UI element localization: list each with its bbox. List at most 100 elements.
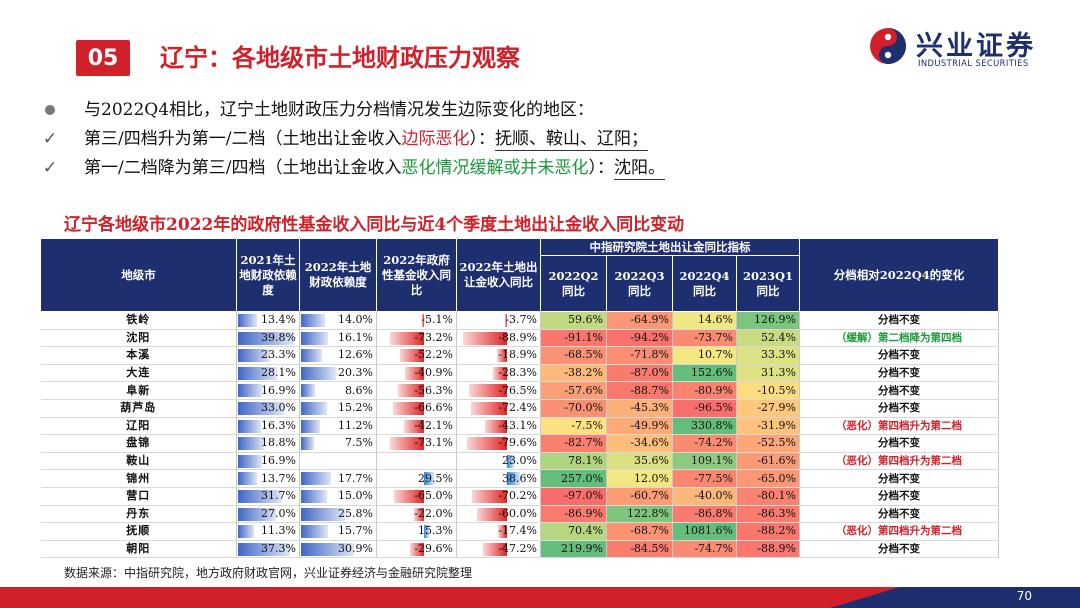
cell-fund: -56.3% (376, 381, 457, 400)
data-table: 地级市 2021年土地财政依赖度 2022年土地财政依赖度 2022年政府性基金… (40, 238, 999, 559)
dependency-bar (238, 472, 258, 486)
yoy-bar (399, 349, 425, 363)
yoy-bar (389, 437, 425, 451)
dependency-bar (238, 419, 261, 433)
cell-value: 37.3% (261, 542, 296, 556)
col-header-change: 分档相对2022Q4的变化 (799, 238, 999, 312)
cell-dep2022: 25.8% (299, 505, 377, 524)
cell-dep2021: 23.3% (236, 346, 300, 365)
bullet-highlight: 恶化情况缓解或并未恶化 (401, 158, 589, 178)
cell-value: 13.7% (261, 471, 296, 485)
cell-fund: 15.3% (376, 522, 457, 541)
cell-dep2021: 31.7% (236, 487, 300, 506)
cell-change: 分档不变 (799, 364, 999, 383)
cell-dep2021: 16.9% (236, 452, 300, 471)
cell-city: 阜新 (40, 381, 237, 400)
slide-header: 05 辽宁：各地级市土地财政压力观察 兴业证券 INDUSTRIAL SECUR… (0, 0, 1080, 88)
logo-mark-icon (870, 28, 906, 64)
cell-value: -40.9% (414, 366, 453, 380)
dependency-bar (301, 331, 329, 345)
cell-q3: -64.9% (606, 311, 673, 330)
cell-fund: -22.0% (376, 505, 457, 524)
cell-q3: -87.0% (606, 364, 673, 383)
cell-q2: -7.5% (540, 417, 607, 436)
cell-fund: -42.1% (376, 417, 457, 436)
data-source-note: 数据来源：中指研究院，地方政府财政官网，兴业证券经济与金融研究院整理 (64, 566, 473, 580)
cell-change: 分档不变 (799, 399, 999, 418)
cell-change: 分档不变 (799, 346, 999, 365)
dependency-bar (238, 454, 262, 468)
cell-dep2022: 14.0% (299, 311, 377, 330)
cell-q2: -38.2% (540, 364, 607, 383)
summary-bullets: 与2022Q4相比，辽宁土地财政压力分档情况发生边际变化的地区： ✓ 第三/四档… (40, 96, 1040, 183)
cell-value: -66.6% (414, 401, 453, 415)
cell-q3: -49.9% (606, 417, 673, 436)
cell-value: -18.9% (498, 348, 537, 362)
cell-land: -72.4% (456, 399, 541, 418)
table-row: 丹东 27.0% 25.8% -22.0% -60.0% -86.9% 122.8% -86.… (40, 505, 999, 524)
cell-q3: -34.6% (606, 434, 673, 453)
yoy-bar (405, 366, 425, 380)
cell-dep2021: 37.3% (236, 540, 300, 559)
yoy-bar (506, 454, 515, 468)
cell-fund: 29.5% (376, 469, 457, 488)
col-header-city: 地级市 (40, 238, 237, 312)
cell-q4: -40.0% (672, 487, 737, 506)
table-row: 辽阳 16.3% 11.2% -42.1% -43.1% -7.5% -49.9% 330.8… (40, 417, 999, 436)
dependency-bar (301, 314, 326, 327)
cell-fund: -52.2% (376, 346, 457, 365)
dependency-bar (238, 507, 276, 521)
cell-land: 23.0% (456, 452, 541, 471)
footer-decoration (0, 587, 1080, 608)
yoy-bar (413, 507, 425, 521)
cell-dep2022: 30.9% (299, 540, 377, 559)
table-row: 本溪 23.3% 12.6% -52.2% -18.9% -68.5% -71.8% 10.7… (40, 346, 999, 365)
cell-change: （恶化）第四档升为第二档 (799, 452, 999, 471)
yoy-bar (397, 384, 425, 398)
cell-q4: 152.6% (672, 364, 737, 383)
cell-value: 30.9% (338, 542, 373, 556)
cell-city: 沈阳 (40, 329, 237, 348)
cell-value: 11.2% (338, 418, 373, 432)
col-header-fund: 2022年政府性基金收入同比 (376, 238, 457, 312)
cell-fund: -40.9% (376, 364, 457, 383)
cell-land: -3.7% (456, 311, 541, 330)
table-caption: 辽宁各地级市2022年的政府性基金收入同比与近4个季度土地出让金收入同比变动 (64, 215, 685, 235)
cell-value: -60.0% (498, 506, 537, 520)
cell-city: 辽阳 (40, 417, 237, 436)
cell-dep2022: 7.5% (299, 434, 377, 453)
cell-value: 31.7% (261, 489, 296, 503)
table-row: 阜新 16.9% 8.6% -56.3% -76.5% -57.6% -88.7% -80.9… (40, 381, 999, 400)
table-row: 锦州 13.7% 17.7% 29.5% 38.6% 257.0% 12.0% -77.5% -… (40, 469, 999, 488)
cell-city: 锦州 (40, 469, 237, 488)
cell-value: -56.3% (414, 383, 453, 397)
cell-q4: -86.8% (672, 505, 737, 524)
bullet-text-part: ）： (588, 158, 614, 178)
cell-dep2022: 11.2% (299, 417, 377, 436)
table-row: 大连 28.1% 20.3% -40.9% -28.3% -38.2% -87.0% 152.… (40, 364, 999, 383)
cell-value: -76.5% (498, 383, 537, 397)
cell-value: 17.7% (338, 471, 373, 485)
cell-fund: -65.0% (376, 487, 457, 506)
cell-value: 28.1% (261, 366, 296, 380)
cell-q3: -94.2% (606, 329, 673, 348)
cell-value: 16.3% (261, 418, 296, 432)
cell-change: 分档不变 (799, 487, 999, 506)
yoy-bar (404, 419, 425, 433)
cell-value: 13.4% (261, 313, 296, 327)
yoy-bar (498, 525, 507, 539)
bullet-text-part: 第一/二档降为第三/四档（土地出让金收入 (84, 158, 402, 178)
yoy-bar (410, 542, 425, 556)
dependency-bar (238, 401, 284, 415)
bullet-item: ✓ 第一/二档降为第三/四档（土地出让金收入恶化情况缓解或并未恶化）：沈阳。 (40, 154, 1040, 183)
cell-dep2022 (299, 452, 377, 471)
cell-fund: -5.1% (376, 311, 457, 330)
cell-fund: -66.6% (376, 399, 457, 418)
checkmark-icon: ✓ (42, 129, 58, 149)
cell-value: 18.8% (261, 436, 296, 450)
cell-land: -17.4% (456, 522, 541, 541)
cell-dep2022: 17.7% (299, 469, 377, 488)
cell-q2: -97.0% (540, 487, 607, 506)
dependency-bar (301, 489, 327, 503)
cell-q4: 330.8% (672, 417, 737, 436)
